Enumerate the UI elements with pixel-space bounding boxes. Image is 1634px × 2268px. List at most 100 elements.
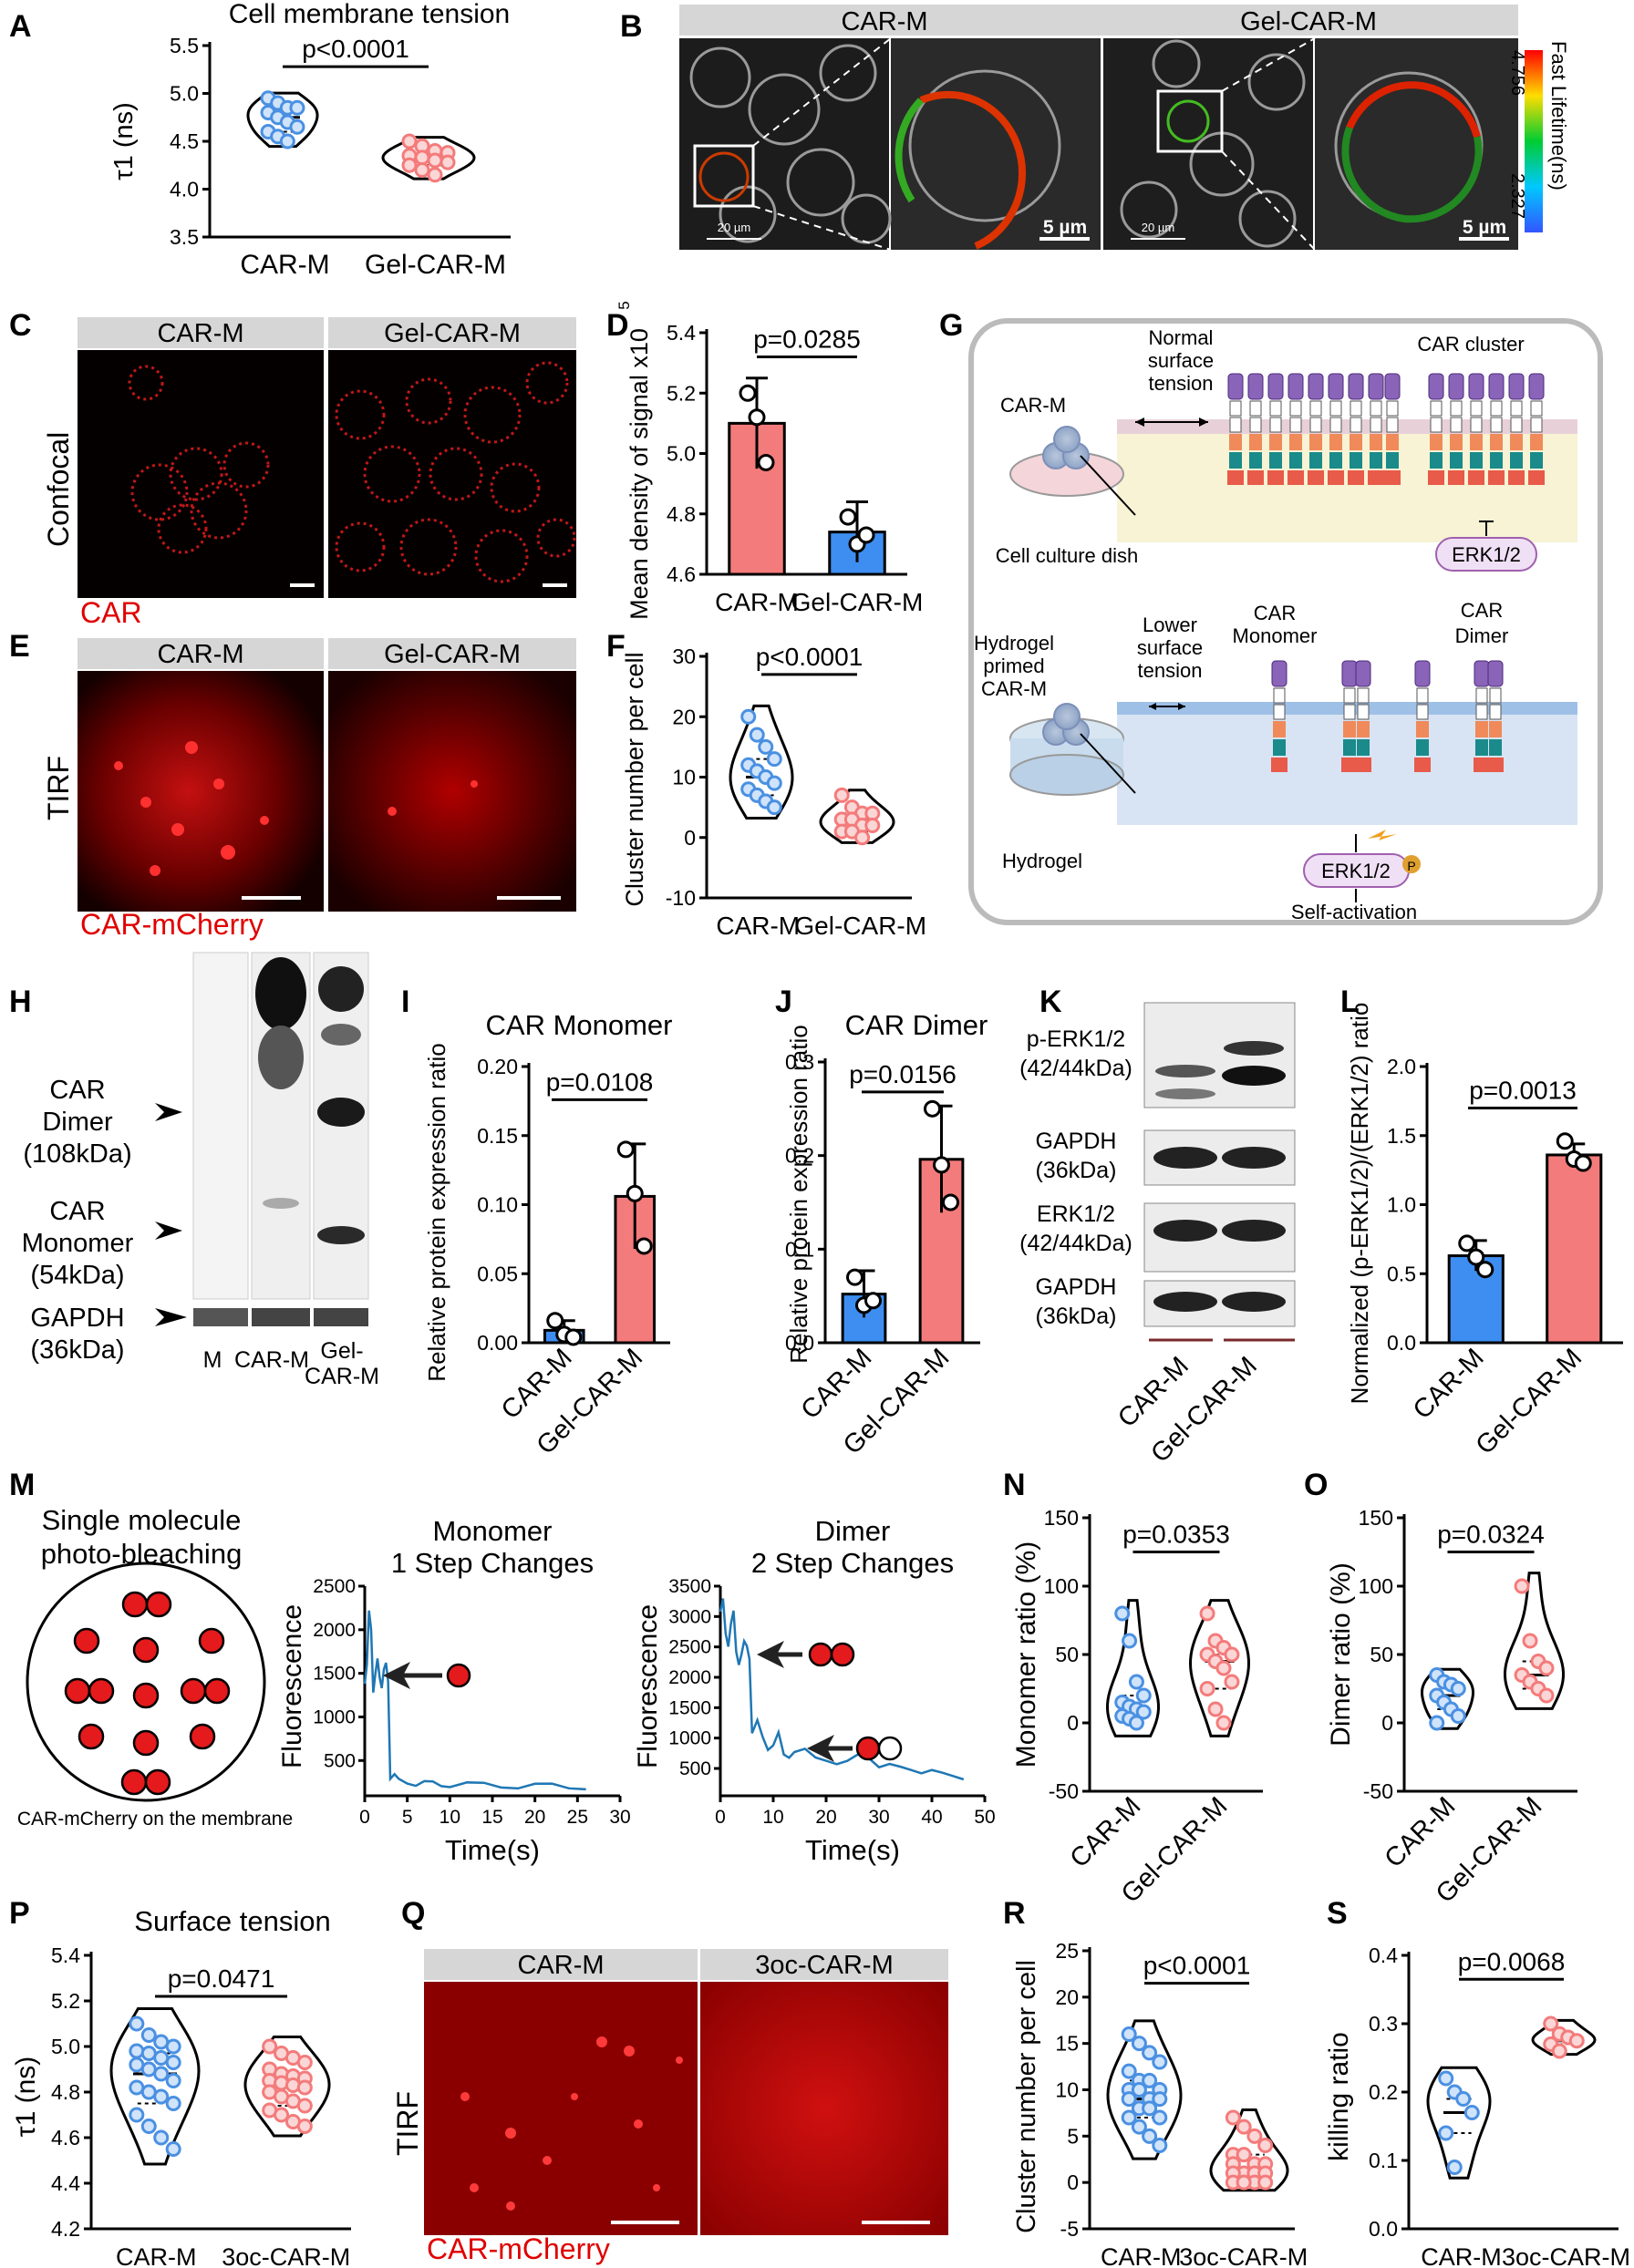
data-point [1128,1674,1144,1690]
panel-b: CAR-M Gel-CAR-M 20 µm 20 µm 5 µm 5 µm 4. [679,5,1570,251]
y-axis-label: Fluorescence [633,1604,663,1768]
panel-m: Single molecule photo-bleaching CAR-mChe… [17,1504,293,1830]
b-membrane-lifetime [919,90,1027,250]
panel-letter-i: I [401,985,409,1019]
x-axis-label: Time(s) [805,1834,900,1866]
y-tick-label: 0.0 [785,1331,814,1355]
chart-f: 30 20 10 0 -10 Cluster number per cell p<0.000… [621,643,926,940]
data-point [153,2034,170,2050]
panel-letter-j: J [775,985,792,1019]
chart-title: Monomer [433,1515,553,1547]
panel-letter-e: E [9,629,30,664]
data-point [933,1156,950,1174]
panel-e: CAR-M Gel-CAR-M TIRF CAR-mCherry [42,638,576,941]
g-surface2: surface [1137,636,1203,659]
data-point [839,508,857,526]
k-gapdh1: GAPDH [1036,1129,1117,1154]
y-tick-label: -5 [1060,2217,1079,2241]
receptor-domain [1348,373,1364,400]
data-point [1135,1687,1152,1704]
x-tick-label: 10 [762,1807,783,1828]
g-erk2: ERK1/2 [1321,860,1391,882]
x-category-label: CAR-M [715,588,799,616]
y-tick-label: 0.2 [785,1144,814,1168]
e-header-car-m: CAR-M [157,640,243,669]
g-dish: Cell culture dish [996,544,1139,567]
y-tick-label: -50 [1363,1779,1393,1803]
chart-p: Surface tension 5.4 5.2 5.0 4.8 4.6 4.4 4.2 τ1 (… [11,1905,351,2268]
header-gel-car-m: Gel-CAR-M [1240,7,1377,36]
y-axis-label: Normalized (p-ERK1/2)/(ERK1/2) ratio [1346,1003,1373,1405]
data-point [1246,2128,1263,2144]
dimer-dot [830,1642,855,1667]
x-tick-label: 30 [868,1807,889,1828]
y-tick-label: 0.5 [1387,1262,1416,1285]
y-tick-label: 0.2 [1369,2080,1398,2104]
g-car-m: CAR-M [1000,394,1066,417]
violin-outline [1106,2019,1183,2160]
panel-g: CAR-M Normal surface tension CAR cluster… [968,318,1603,925]
b-carm-zoom [891,38,1101,250]
chart-subtitle: 2 Step Changes [751,1547,954,1579]
g-primed: primed [983,655,1044,677]
receptor-domain [1288,373,1304,400]
data-point [1236,2174,1252,2191]
y-tick-label: 5.2 [667,381,696,405]
data-point [758,738,774,755]
data-point [140,2027,157,2043]
y-tick-label: 5 [1067,2124,1079,2148]
c-carm-image [78,350,324,598]
chart-title: Surface tension [134,1905,330,1937]
p-value: p=0.0156 [849,1060,957,1088]
y-tick-label: 10 [1055,2078,1079,2102]
x-category-label: 3oc-CAR-M [222,2243,350,2268]
data-point [153,2050,170,2066]
data-point [1199,1681,1215,1696]
dimer-dot [808,1642,833,1667]
receptor-domain [1474,660,1490,687]
chart-d: 5.4 5.2 5.0 4.8 4.6 p=0.0285 Mean density of s… [615,301,923,620]
data-point [1122,1633,1138,1649]
h-lane-carm: CAR-M [234,1347,309,1373]
h-monomer-1: CAR [49,1197,105,1226]
x-category-label: CAR-M [1421,2243,1502,2268]
data-point [546,1312,564,1330]
y-tick-label: 500 [679,1758,711,1779]
g-monomer: Monomer [1233,624,1318,647]
data-point [766,799,782,816]
y-tick-label: 150 [1044,1506,1079,1530]
receptor-domain [1448,373,1464,400]
y-tick-label: 5.0 [170,82,199,106]
c-gel-image [328,350,576,598]
y-tick-label: 100 [1044,1574,1079,1598]
y-axis-label: Relative protein expression ratio [785,1025,812,1363]
y-tick-label: 50 [1370,1643,1393,1666]
y-axis-label: Dimer ratio (%) [1326,1562,1356,1747]
receptor-domain [1328,373,1344,400]
data-point [1543,2015,1559,2032]
data-point [739,384,757,402]
k-erk: ERK1/2 [1037,1201,1115,1227]
violin-outline [1426,2066,1492,2180]
data-point [1257,2174,1274,2191]
y-tick-label: 10 [672,766,696,789]
panel-letter-a: A [9,9,32,44]
data-point [1135,1704,1152,1720]
panel-c: CAR-M Gel-CAR-M Confocal CAR [42,317,576,629]
data-point [262,2038,278,2055]
data-point [857,526,875,544]
y-tick-label: 3000 [668,1606,711,1627]
data-point [1152,2109,1168,2126]
chart-title: CAR Monomer [486,1009,673,1041]
data-point [766,775,782,791]
y-tick-label: 2000 [668,1667,711,1688]
y-tick-label: 5.4 [667,321,696,345]
h-monomer-3: (54kDa) [30,1261,124,1290]
panel-letter-f: F [606,629,626,664]
x-category-label: CAR-M [116,2243,197,2268]
data-point [1215,1660,1232,1676]
c-header-car-m: CAR-M [157,319,243,348]
arrow-head [383,1662,410,1689]
y-tick-label: 500 [324,1750,356,1771]
